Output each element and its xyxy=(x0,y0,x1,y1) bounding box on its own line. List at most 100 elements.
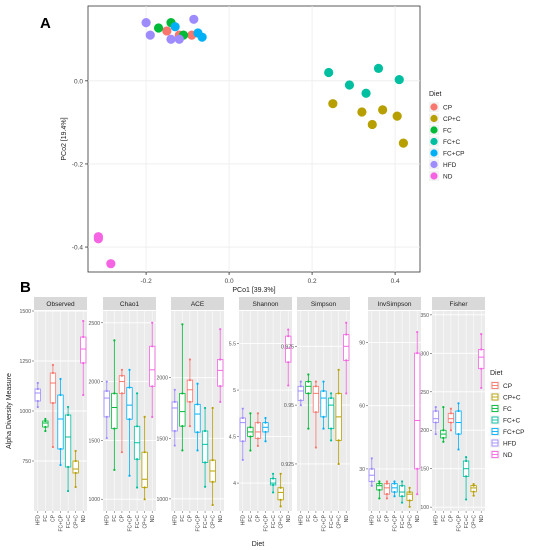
point-hfd xyxy=(145,30,155,40)
point-fc-plus-c xyxy=(464,456,468,459)
point-fc-plus-cp xyxy=(264,430,267,434)
point-fc-plus-c xyxy=(400,501,404,504)
box-hfd xyxy=(34,388,41,402)
point-fc-plus-c xyxy=(66,465,70,469)
legend-label-fc: FC xyxy=(443,128,452,135)
point-hfd xyxy=(173,444,176,447)
legend-swatch-fc-plus-c xyxy=(430,137,438,146)
point-nd xyxy=(345,321,348,324)
legend-label-nd: ND xyxy=(443,174,453,181)
box-fc xyxy=(111,392,118,430)
point-fc-plus-cp xyxy=(322,380,325,383)
point-fc xyxy=(153,23,164,33)
point-fc-plus-c xyxy=(400,484,404,487)
point-cp-plus-c xyxy=(74,459,77,463)
box-nd xyxy=(217,359,224,387)
point-cp xyxy=(449,412,453,415)
point-nd xyxy=(82,393,85,397)
point-cp xyxy=(314,411,318,414)
point-cp xyxy=(385,493,389,496)
point-fc xyxy=(44,429,47,433)
point-fc-plus-cp xyxy=(393,495,396,498)
point-nd xyxy=(345,392,348,395)
point-cp xyxy=(256,444,260,447)
point-nd xyxy=(82,361,85,365)
legend-label-fc-plus-cp: FC+CP xyxy=(503,429,525,436)
point-nd xyxy=(287,361,290,364)
facet-title: Simpson xyxy=(311,301,337,308)
facet-strip xyxy=(103,297,156,310)
legend-swatch-nd xyxy=(430,172,438,180)
facet-y-tick-label: 1250 xyxy=(19,359,31,365)
point-fc-plus-c xyxy=(464,459,468,463)
panel-a-label: A xyxy=(40,15,51,32)
point-fc xyxy=(113,339,116,342)
point-fc-plus-c xyxy=(329,427,333,430)
box-cp-plus-c xyxy=(72,460,79,474)
facet-x-tick-label: FC xyxy=(248,515,254,522)
point-fc xyxy=(442,436,445,440)
point-fc-plus-cp xyxy=(457,432,460,436)
point-fc xyxy=(44,419,47,423)
point-hfd xyxy=(434,432,437,436)
facet-shannon: Shannon 4 4.5 5 5.5 HFD FC CP FC+CP FC+C CP+C ND xyxy=(229,297,292,532)
facet-y-tick-label: 0.925 xyxy=(281,462,294,468)
point-cp xyxy=(188,358,192,361)
point-fc-plus-cp xyxy=(457,409,460,413)
point-cp xyxy=(188,400,192,404)
facet-x-tick-label: FC+C xyxy=(400,515,406,529)
point-hfd xyxy=(241,458,244,461)
facet-x-tick-label: CP+C xyxy=(471,515,477,529)
point-nd xyxy=(345,359,348,362)
point-nd xyxy=(93,234,103,244)
point-fc-plus-cp xyxy=(59,377,62,381)
point-nd xyxy=(219,328,222,331)
point-fc-plus-cp xyxy=(170,22,180,32)
legend-label-fc: FC xyxy=(503,406,512,413)
box-fc-plus-cp xyxy=(320,390,327,418)
facet-x-tick-label: CP+C xyxy=(142,515,148,529)
box-hfd xyxy=(297,385,304,401)
legend-swatch-fc-plus-cp xyxy=(430,149,438,157)
point-fc-plus-cp xyxy=(393,480,396,483)
legend-label-hfd: HFD xyxy=(503,441,517,448)
facet-y-tick-label: 2000 xyxy=(156,376,168,382)
facet-y-tick-label: 5 xyxy=(233,388,236,394)
point-hfd xyxy=(174,34,184,44)
point-fc-plus-c xyxy=(271,472,275,475)
point-cp-plus-c xyxy=(279,498,282,501)
facet-x-tick-label: HFD xyxy=(173,515,179,526)
facet-x-tick-label: FC xyxy=(441,515,447,522)
point-cp-plus-c xyxy=(408,490,411,494)
point-fc xyxy=(378,480,381,483)
point-cp xyxy=(51,371,55,375)
legend-label-fc-plus-cp: FC+CP xyxy=(443,151,465,158)
facet-x-tick-label: FC+C xyxy=(271,515,277,529)
panel-a-x-tick-label: -0.2 xyxy=(140,278,152,285)
facet-y-tick-label: 0.975 xyxy=(281,344,294,350)
facet-y-tick-label: 1000 xyxy=(19,409,31,415)
point-fc-plus-c xyxy=(135,486,139,489)
facet-x-tick-label: FC xyxy=(43,515,49,522)
facet-x-tick-label: FC+CP xyxy=(263,514,269,531)
facet-x-tick-label: CP xyxy=(256,514,262,522)
legend-swatch-cp xyxy=(430,103,438,111)
legend-label-nd: ND xyxy=(503,452,513,459)
point-hfd xyxy=(173,400,176,404)
point-cp-plus-c xyxy=(74,485,77,489)
point-hfd xyxy=(105,389,108,393)
point-fc-plus-cp xyxy=(264,421,267,424)
point-cp-plus-c xyxy=(143,451,146,454)
point-nd xyxy=(151,415,154,418)
point-nd xyxy=(480,367,483,370)
box-nd xyxy=(343,334,350,361)
facet-x-tick-label: CP xyxy=(385,514,391,522)
point-hfd xyxy=(173,388,176,391)
point-fc-plus-c xyxy=(203,406,207,410)
point-cp xyxy=(385,497,389,500)
point-hfd xyxy=(370,467,373,470)
point-fc-plus-cp xyxy=(196,431,199,434)
point-fc-plus-c xyxy=(203,485,207,488)
point-cp-plus-c xyxy=(211,480,214,484)
